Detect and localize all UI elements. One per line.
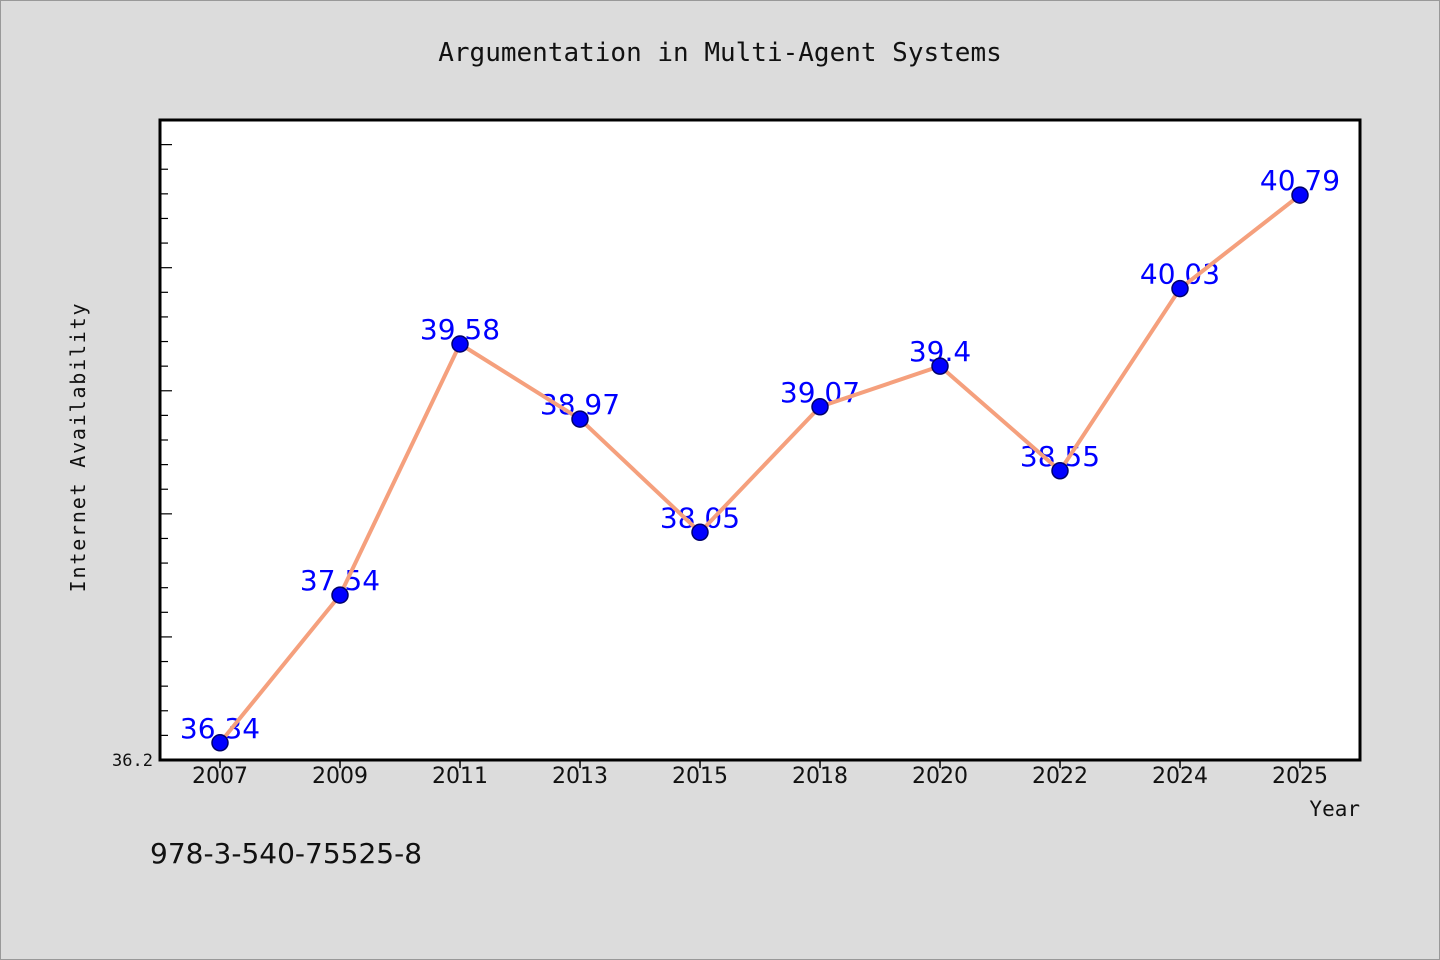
x-tick-label: 2018 — [792, 764, 848, 789]
data-point-marker — [1171, 279, 1189, 298]
x-tick-label: 2015 — [672, 764, 728, 789]
x-tick-label: 2013 — [552, 764, 608, 789]
series-line — [218, 193, 1302, 745]
data-point-marker — [691, 523, 709, 542]
x-tick-label: 2024 — [1152, 764, 1208, 789]
plot-border — [158, 118, 1362, 762]
data-point-marker — [451, 335, 469, 353]
data-point-marker — [571, 410, 589, 428]
data-point-marker — [1291, 186, 1309, 204]
x-axis-ticks: 2007 2009 2011 2013 2015 2018 2020 2022 2024 2025 — [192, 760, 1328, 789]
x-tick-label: 2011 — [432, 764, 488, 789]
data-point-marker — [211, 734, 229, 752]
x-axis-label: Year — [1309, 797, 1360, 821]
data-labels: 36.3437.5439.5838.9738.0539.0739.438.554… — [180, 164, 1340, 745]
x-tick-label: 2025 — [1272, 764, 1328, 789]
x-tick-label: 2020 — [912, 764, 968, 789]
data-point-markers — [211, 186, 1309, 752]
y-tick-label: 36.2 — [112, 751, 153, 771]
x-tick-label: 2009 — [312, 764, 368, 789]
data-point-marker — [931, 357, 949, 375]
chart-title: Argumentation in Multi-Agent Systems — [438, 38, 1002, 68]
data-point-marker — [1051, 462, 1069, 480]
data-point-marker — [811, 398, 829, 416]
x-tick-label: 2022 — [1032, 764, 1088, 789]
footer-code: 978-3-540-75525-8 — [150, 837, 422, 870]
y-axis-label: Internet Availability — [66, 302, 90, 593]
plot-area — [160, 120, 1360, 760]
data-point-marker — [331, 586, 349, 604]
x-tick-label: 2007 — [192, 764, 248, 789]
